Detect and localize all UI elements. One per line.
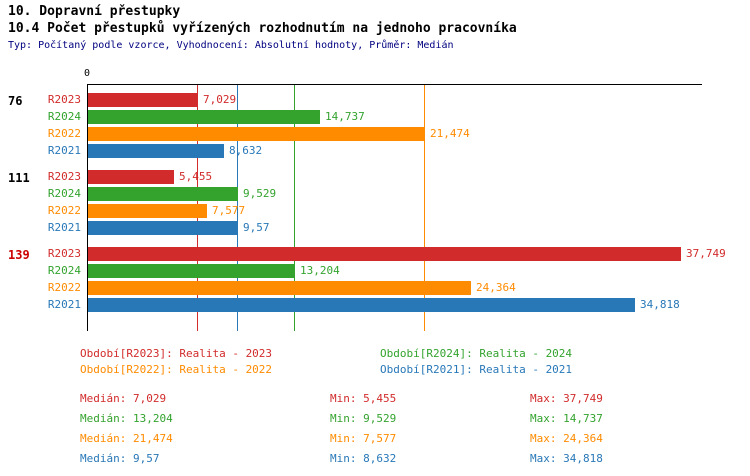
group-label-111: 111 [8, 171, 30, 185]
series-label-r2024: R2024 [47, 264, 81, 277]
bar-value-label-r2022-111: 7,577 [212, 204, 246, 217]
median-line-r2022 [424, 85, 425, 331]
group-label-76: 76 [8, 94, 23, 108]
series-label-r2021: R2021 [47, 221, 81, 234]
bar-r2022-76 [88, 127, 425, 141]
series-label-r2022: R2022 [47, 127, 81, 140]
series-label-r2023: R2023 [47, 170, 81, 183]
bar-value-label-r2024-111: 9,529 [243, 187, 277, 200]
group-label-139: 139 [8, 248, 30, 262]
stat-median-r2021: Medián: 9,57 [80, 452, 160, 465]
chart-subtitle: Typ: Počítaný podle vzorce, Vyhodnocení:… [8, 40, 454, 51]
stat-min-r2023: Min: 5,455 [330, 392, 397, 405]
bar-r2023-139 [88, 247, 681, 261]
median-line-r2021 [237, 85, 238, 331]
series-label-r2023: R2023 [47, 247, 81, 260]
category-axis-line [87, 84, 88, 331]
series-label-r2022: R2022 [47, 204, 81, 217]
bar-value-label-r2022-76: 21,474 [430, 127, 470, 140]
bar-r2021-76 [88, 144, 224, 158]
bar-value-label-r2021-111: 9,57 [243, 221, 270, 234]
legend-item-r2023: Období[R2023]: Realita - 2023 [80, 347, 273, 360]
series-label-r2022: R2022 [47, 281, 81, 294]
stat-min-r2022: Min: 7,577 [330, 432, 397, 445]
bar-r2022-111 [88, 204, 207, 218]
bar-r2024-139 [88, 264, 295, 278]
series-label-r2021: R2021 [47, 144, 81, 157]
legend-item-r2022: Období[R2022]: Realita - 2022 [80, 363, 273, 376]
bar-value-label-r2024-139: 13,204 [300, 264, 340, 277]
series-label-r2021: R2021 [47, 298, 81, 311]
legend-item-r2024: Období[R2024]: Realita - 2024 [380, 347, 573, 360]
stat-min-r2021: Min: 8,632 [330, 452, 397, 465]
bar-r2024-76 [88, 110, 320, 124]
bar-r2021-111 [88, 221, 238, 235]
stat-median-r2024: Medián: 13,204 [80, 412, 173, 425]
stat-max-r2023: Max: 37,749 [530, 392, 603, 405]
series-label-r2023: R2023 [47, 93, 81, 106]
bar-value-label-r2024-76: 14,737 [325, 110, 365, 123]
bar-r2024-111 [88, 187, 238, 201]
stat-max-r2024: Max: 14,737 [530, 412, 603, 425]
series-label-r2024: R2024 [47, 187, 81, 200]
bar-value-label-r2022-139: 24,364 [476, 281, 516, 294]
bar-r2023-111 [88, 170, 174, 184]
stat-max-r2022: Max: 24,364 [530, 432, 603, 445]
section-title: 10. Dopravní přestupky [8, 4, 181, 19]
bar-r2021-139 [88, 298, 635, 312]
stat-max-r2021: Max: 34,818 [530, 452, 603, 465]
bar-value-label-r2021-139: 34,818 [640, 298, 680, 311]
bar-value-label-r2023-111: 5,455 [179, 170, 213, 183]
stat-median-r2022: Medián: 21,474 [80, 432, 173, 445]
bar-r2022-139 [88, 281, 471, 295]
value-axis-line [87, 84, 702, 85]
median-line-r2024 [294, 85, 295, 331]
stat-min-r2024: Min: 9,529 [330, 412, 397, 425]
bar-value-label-r2021-76: 8,632 [229, 144, 263, 157]
axis-zero-tick-label: 0 [83, 68, 91, 79]
chart-title: 10.4 Počet přestupků vyřízených rozhodnu… [8, 21, 517, 36]
stat-median-r2023: Medián: 7,029 [80, 392, 167, 405]
series-label-r2024: R2024 [47, 110, 81, 123]
legend-item-r2021: Období[R2021]: Realita - 2021 [380, 363, 573, 376]
bar-value-label-r2023-76: 7,029 [203, 93, 237, 106]
bar-value-label-r2023-139: 37,749 [686, 247, 726, 260]
bar-r2023-76 [88, 93, 198, 107]
